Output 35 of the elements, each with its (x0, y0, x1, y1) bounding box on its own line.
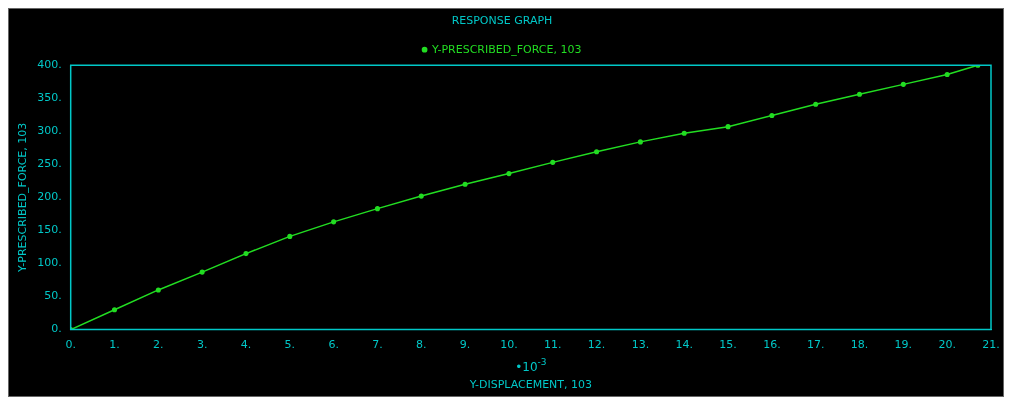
x-tick-label: 4. (240, 338, 252, 352)
x-tick-label: 10. (500, 338, 518, 352)
y-tick-label: 400. (37, 58, 62, 72)
x-tick-label: 18. (850, 338, 869, 352)
x-tick-label: 16. (763, 338, 781, 352)
y-tick-label: 300. (37, 124, 62, 138)
x-tick-label: 1. (109, 338, 120, 352)
y-tick-label: 250. (37, 157, 62, 171)
y-tick-label: 50. (44, 289, 62, 303)
x-axis-title: Y-DISPLACEMENT, 103 (468, 378, 593, 392)
y-tick-label: 150. (37, 223, 62, 237)
x-tick-label: 8. (416, 338, 427, 352)
y-tick-label: 100. (37, 256, 62, 270)
x-tick-label: 7. (372, 338, 383, 352)
y-tick-label: 200. (37, 190, 62, 204)
x-tick-label: 3. (196, 338, 208, 352)
x-tick-label: 5. (284, 338, 296, 352)
x-tick-label: 13. (631, 338, 650, 352)
x-tick-label: 19. (894, 338, 913, 352)
x-tick-label: 15. (719, 338, 737, 352)
x-tick-label: 12. (587, 338, 606, 352)
legend-label: Y-PRESCRIBED_FORCE, 103 (431, 42, 582, 56)
x-tick-label: 6. (328, 338, 339, 352)
y-tick-label: 0. (51, 322, 62, 336)
x-tick-label: 21. (982, 338, 1000, 352)
x-tick-label: 9. (459, 338, 471, 352)
x-tick-label: 2. (153, 338, 164, 352)
x-tick-label: 14. (675, 338, 693, 352)
x-tick-label: 0. (65, 338, 76, 352)
x-tick-label: 20. (938, 338, 956, 352)
x-tick-label: 11. (544, 338, 562, 352)
x-tick-label: 17. (806, 338, 825, 352)
chart-title: RESPONSE GRAPH (451, 14, 553, 28)
y-tick-label: 350. (37, 91, 62, 105)
y-axis-title: Y-PRESCRIBED_FORCE, 103 (16, 122, 30, 274)
